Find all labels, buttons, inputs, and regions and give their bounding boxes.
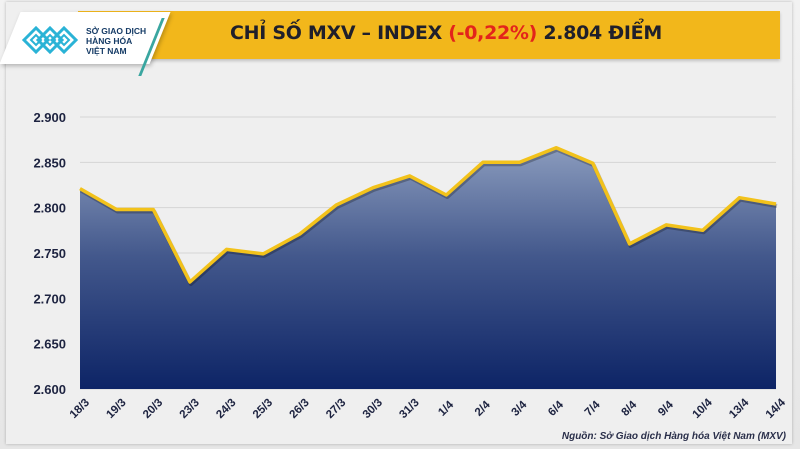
chart-title: CHỈ SỐ MXV – INDEX (-0,22%) 2.804 ĐIỂM [230, 22, 662, 44]
x-axis: 18/3 19/3 20/3 23/3 24/3 25/3 26/3 27/3 30/3 31/3… [68, 396, 789, 421]
y-tick-label: 2.750 [33, 246, 66, 261]
y-tick-label: 2.650 [33, 337, 66, 352]
index-line [79, 146, 777, 284]
y-tick-label: 2.900 [33, 110, 66, 125]
x-tick-label: 26/3 [288, 397, 312, 421]
x-tick-label: 25/3 [251, 397, 275, 421]
y-tick-label: 2.850 [33, 155, 66, 170]
y-tick-label: 2.700 [33, 291, 66, 306]
x-tick-label: 31/3 [397, 397, 421, 421]
mxv-logo-icon [22, 25, 79, 55]
x-tick-label: 7/4 [583, 399, 603, 419]
x-tick-label: 14/4 [764, 396, 789, 421]
x-tick-label: 27/3 [324, 397, 348, 421]
logo-text: SỞ GIAO DỊCH HÀNG HÓA VIỆT NAM [86, 26, 146, 56]
x-tick-label: 8/4 [619, 399, 639, 419]
title-banner [78, 11, 780, 59]
logo-line: VIỆT NAM [86, 46, 127, 56]
x-tick-label: 13/4 [727, 396, 752, 421]
logo-line: HÀNG HÓA [86, 36, 133, 46]
x-tick-label: 24/3 [214, 397, 238, 421]
title-prefix: CHỈ SỐ MXV – INDEX [230, 22, 449, 44]
y-tick-label: 2.800 [33, 201, 66, 216]
x-tick-label: 3/4 [510, 399, 530, 419]
area-fill [80, 147, 776, 389]
x-tick-label: 19/3 [104, 397, 128, 421]
x-tick-label: 6/4 [546, 399, 566, 419]
x-tick-label: 23/3 [178, 397, 202, 421]
x-tick-label: 2/4 [473, 399, 493, 419]
x-tick-label: 20/3 [141, 397, 165, 421]
y-axis: 2.900 2.850 2.800 2.750 2.700 2.650 2.600 [33, 110, 66, 397]
title-index-value: 2.804 ĐIỂM [537, 22, 662, 44]
y-tick-label: 2.600 [33, 382, 66, 397]
x-tick-label: 1/4 [436, 399, 456, 419]
x-tick-label: 30/3 [361, 397, 385, 421]
x-tick-label: 18/3 [68, 397, 92, 421]
title-change-percent: (-0,22%) [448, 22, 538, 44]
x-tick-label: 9/4 [656, 399, 676, 419]
source-note: Nguồn: Sở Giao dịch Hàng hóa Việt Nam (M… [561, 431, 786, 442]
x-tick-label: 10/4 [690, 396, 715, 421]
logo-line: SỞ GIAO DỊCH [86, 26, 147, 36]
